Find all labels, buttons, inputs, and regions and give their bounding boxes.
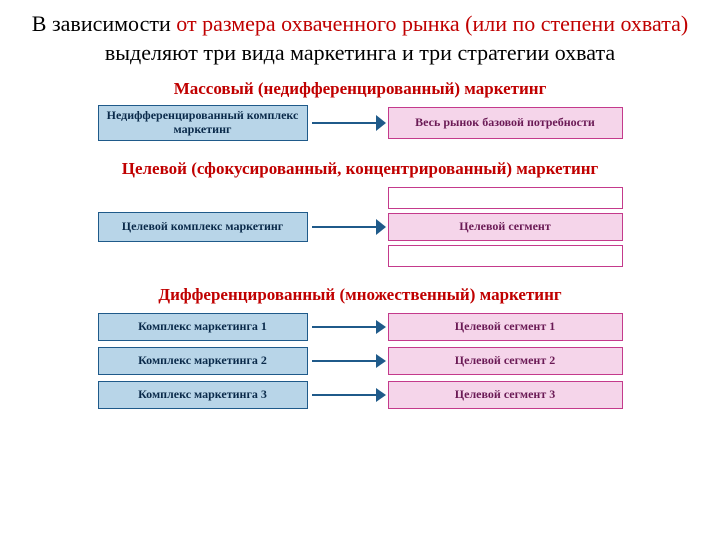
row-mass: Недифференцированный комплекс маркетинг … — [0, 105, 720, 141]
row-diff-1: Комплекс маркетинга 2 Целевой сегмент 2 — [0, 347, 720, 375]
page-title: В зависимости от размера охваченного рын… — [0, 0, 720, 67]
arrow-mass — [308, 113, 388, 133]
arrow-diff-2 — [308, 386, 388, 404]
stack-target-right: Целевой сегмент — [388, 187, 623, 267]
arrow-diff-0 — [308, 318, 388, 336]
section-diff: Дифференцированный (множественный) марке… — [0, 285, 720, 409]
title-pre: В зависимости — [32, 11, 176, 36]
box-mass-right: Весь рынок базовой потребности — [388, 107, 623, 139]
title-red: от размера охваченного рынка (или по сте… — [176, 11, 688, 36]
row-diff-0: Комплекс маркетинга 1 Целевой сегмент 1 — [0, 313, 720, 341]
box-target-left: Целевой комплекс маркетинг — [98, 212, 308, 242]
arrow-diff-1 — [308, 352, 388, 370]
row-target: Целевой комплекс маркетинг Целевой сегме… — [0, 187, 720, 267]
box-target-right-top — [388, 187, 623, 209]
box-mass-left: Недифференцированный комплекс маркетинг — [98, 105, 308, 141]
box-diff-1-right: Целевой сегмент 2 — [388, 347, 623, 375]
arrow-target — [308, 217, 388, 237]
box-diff-0-left: Комплекс маркетинга 1 — [98, 313, 308, 341]
box-diff-1-left: Комплекс маркетинга 2 — [98, 347, 308, 375]
box-target-right-mid: Целевой сегмент — [388, 213, 623, 241]
heading-target: Целевой (сфокусированный, концентрирован… — [0, 159, 720, 179]
heading-diff: Дифференцированный (множественный) марке… — [0, 285, 720, 305]
section-mass: Массовый (недифференцированный) маркетин… — [0, 79, 720, 141]
rows-diff: Комплекс маркетинга 1 Целевой сегмент 1 … — [0, 313, 720, 409]
box-diff-2-right: Целевой сегмент 3 — [388, 381, 623, 409]
box-diff-2-left: Комплекс маркетинга 3 — [98, 381, 308, 409]
box-diff-0-right: Целевой сегмент 1 — [388, 313, 623, 341]
title-post: выделяют три вида маркетинга и три страт… — [105, 40, 615, 65]
box-target-right-bot — [388, 245, 623, 267]
row-diff-2: Комплекс маркетинга 3 Целевой сегмент 3 — [0, 381, 720, 409]
section-target: Целевой (сфокусированный, концентрирован… — [0, 159, 720, 267]
heading-mass: Массовый (недифференцированный) маркетин… — [0, 79, 720, 99]
